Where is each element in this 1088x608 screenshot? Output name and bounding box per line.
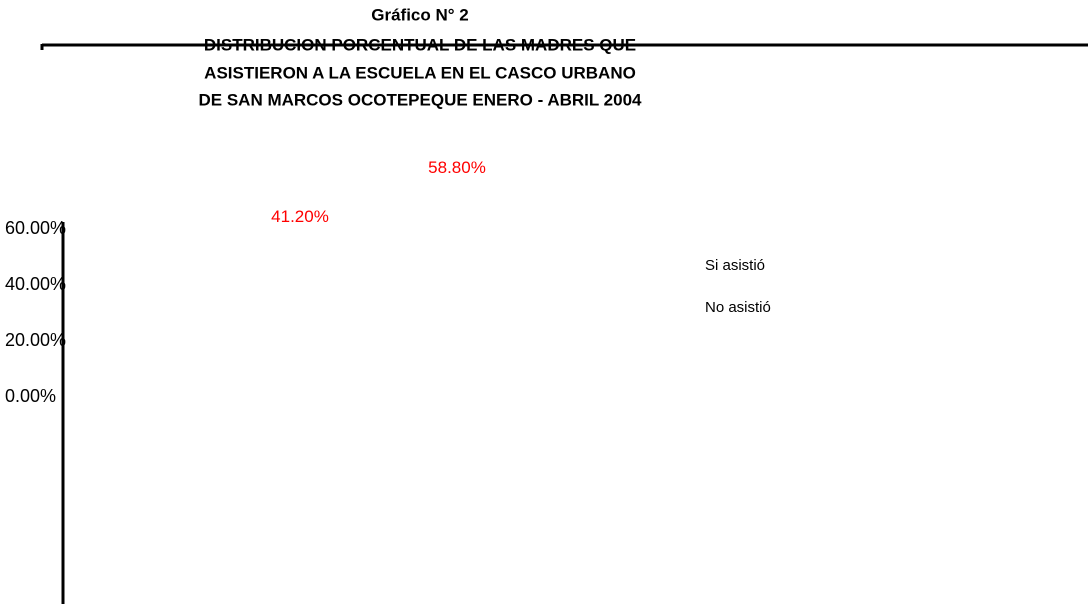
chart-title: Gráfico N° 2 <box>371 5 469 24</box>
bar <box>260 282 340 397</box>
data-label: 58.80% <box>428 158 486 177</box>
chart-subtitle: DISTRIBUCION PORCENTUAL DE LAS MADRES QU… <box>204 35 636 54</box>
chart-subtitle: DE SAN MARCOS OCOTEPEQUE ENERO - ABRIL 2… <box>198 90 642 109</box>
bar <box>417 232 497 397</box>
y-tick-label: 40.00% <box>5 274 66 294</box>
y-tick-label: 20.00% <box>5 330 66 350</box>
legend-label: Si asistió <box>705 257 765 274</box>
chart-subtitle: ASISTIERON A LA ESCUELA EN EL CASCO URBA… <box>204 63 636 82</box>
y-tick-label: 0.00% <box>5 386 56 406</box>
legend-label: No asistió <box>705 299 771 316</box>
y-tick-label: 60.00% <box>5 218 66 238</box>
data-label: 41.20% <box>271 207 329 226</box>
